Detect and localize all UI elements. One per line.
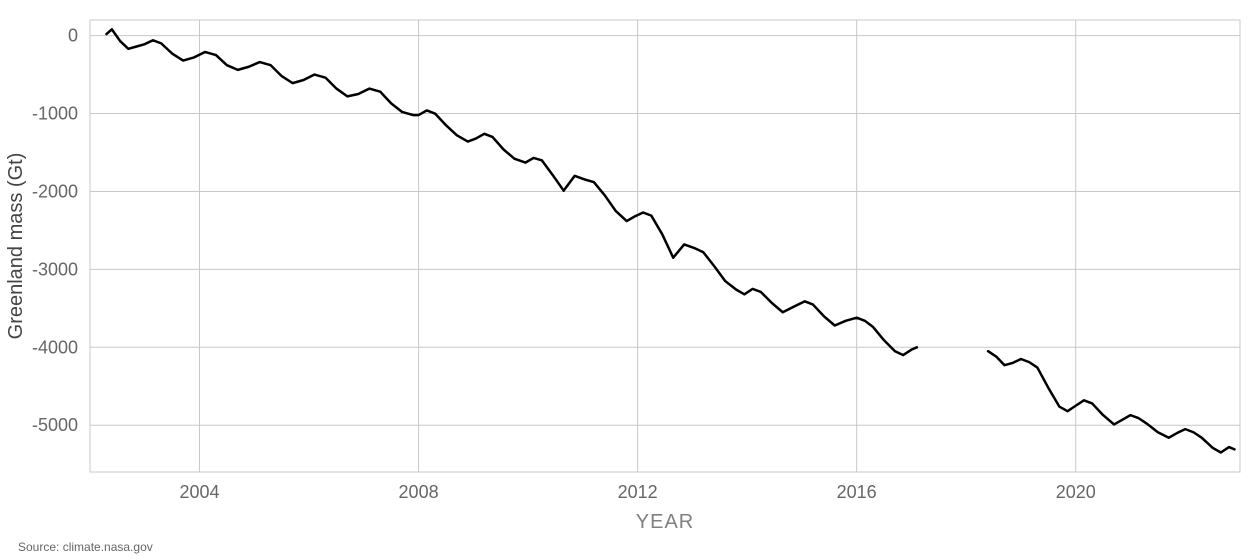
y-tick-label: -1000 [32,104,78,124]
x-axis-label: YEAR [636,511,694,533]
chart-container: 2004 2008 2012 2016 2020 0 -1000 -2000 -3000 -400… [0,0,1258,560]
line-chart: 2004 2008 2012 2016 2020 0 -1000 -2000 -3000 -400… [0,0,1258,560]
x-tick-label: 2020 [1056,482,1096,502]
x-tick-label: 2008 [399,482,439,502]
x-tick-label: 2016 [837,482,877,502]
source-citation: Source: climate.nasa.gov [18,540,153,554]
y-tick-label: -2000 [32,181,78,201]
y-axis-label: Greenland mass (Gt) [5,153,27,340]
y-tick-label: -4000 [32,337,78,357]
x-tick-label: 2012 [618,482,658,502]
y-tick-label: -3000 [32,259,78,279]
y-tick-label: -5000 [32,415,78,435]
x-tick-label: 2004 [180,482,220,502]
y-tick-label: 0 [68,26,78,46]
